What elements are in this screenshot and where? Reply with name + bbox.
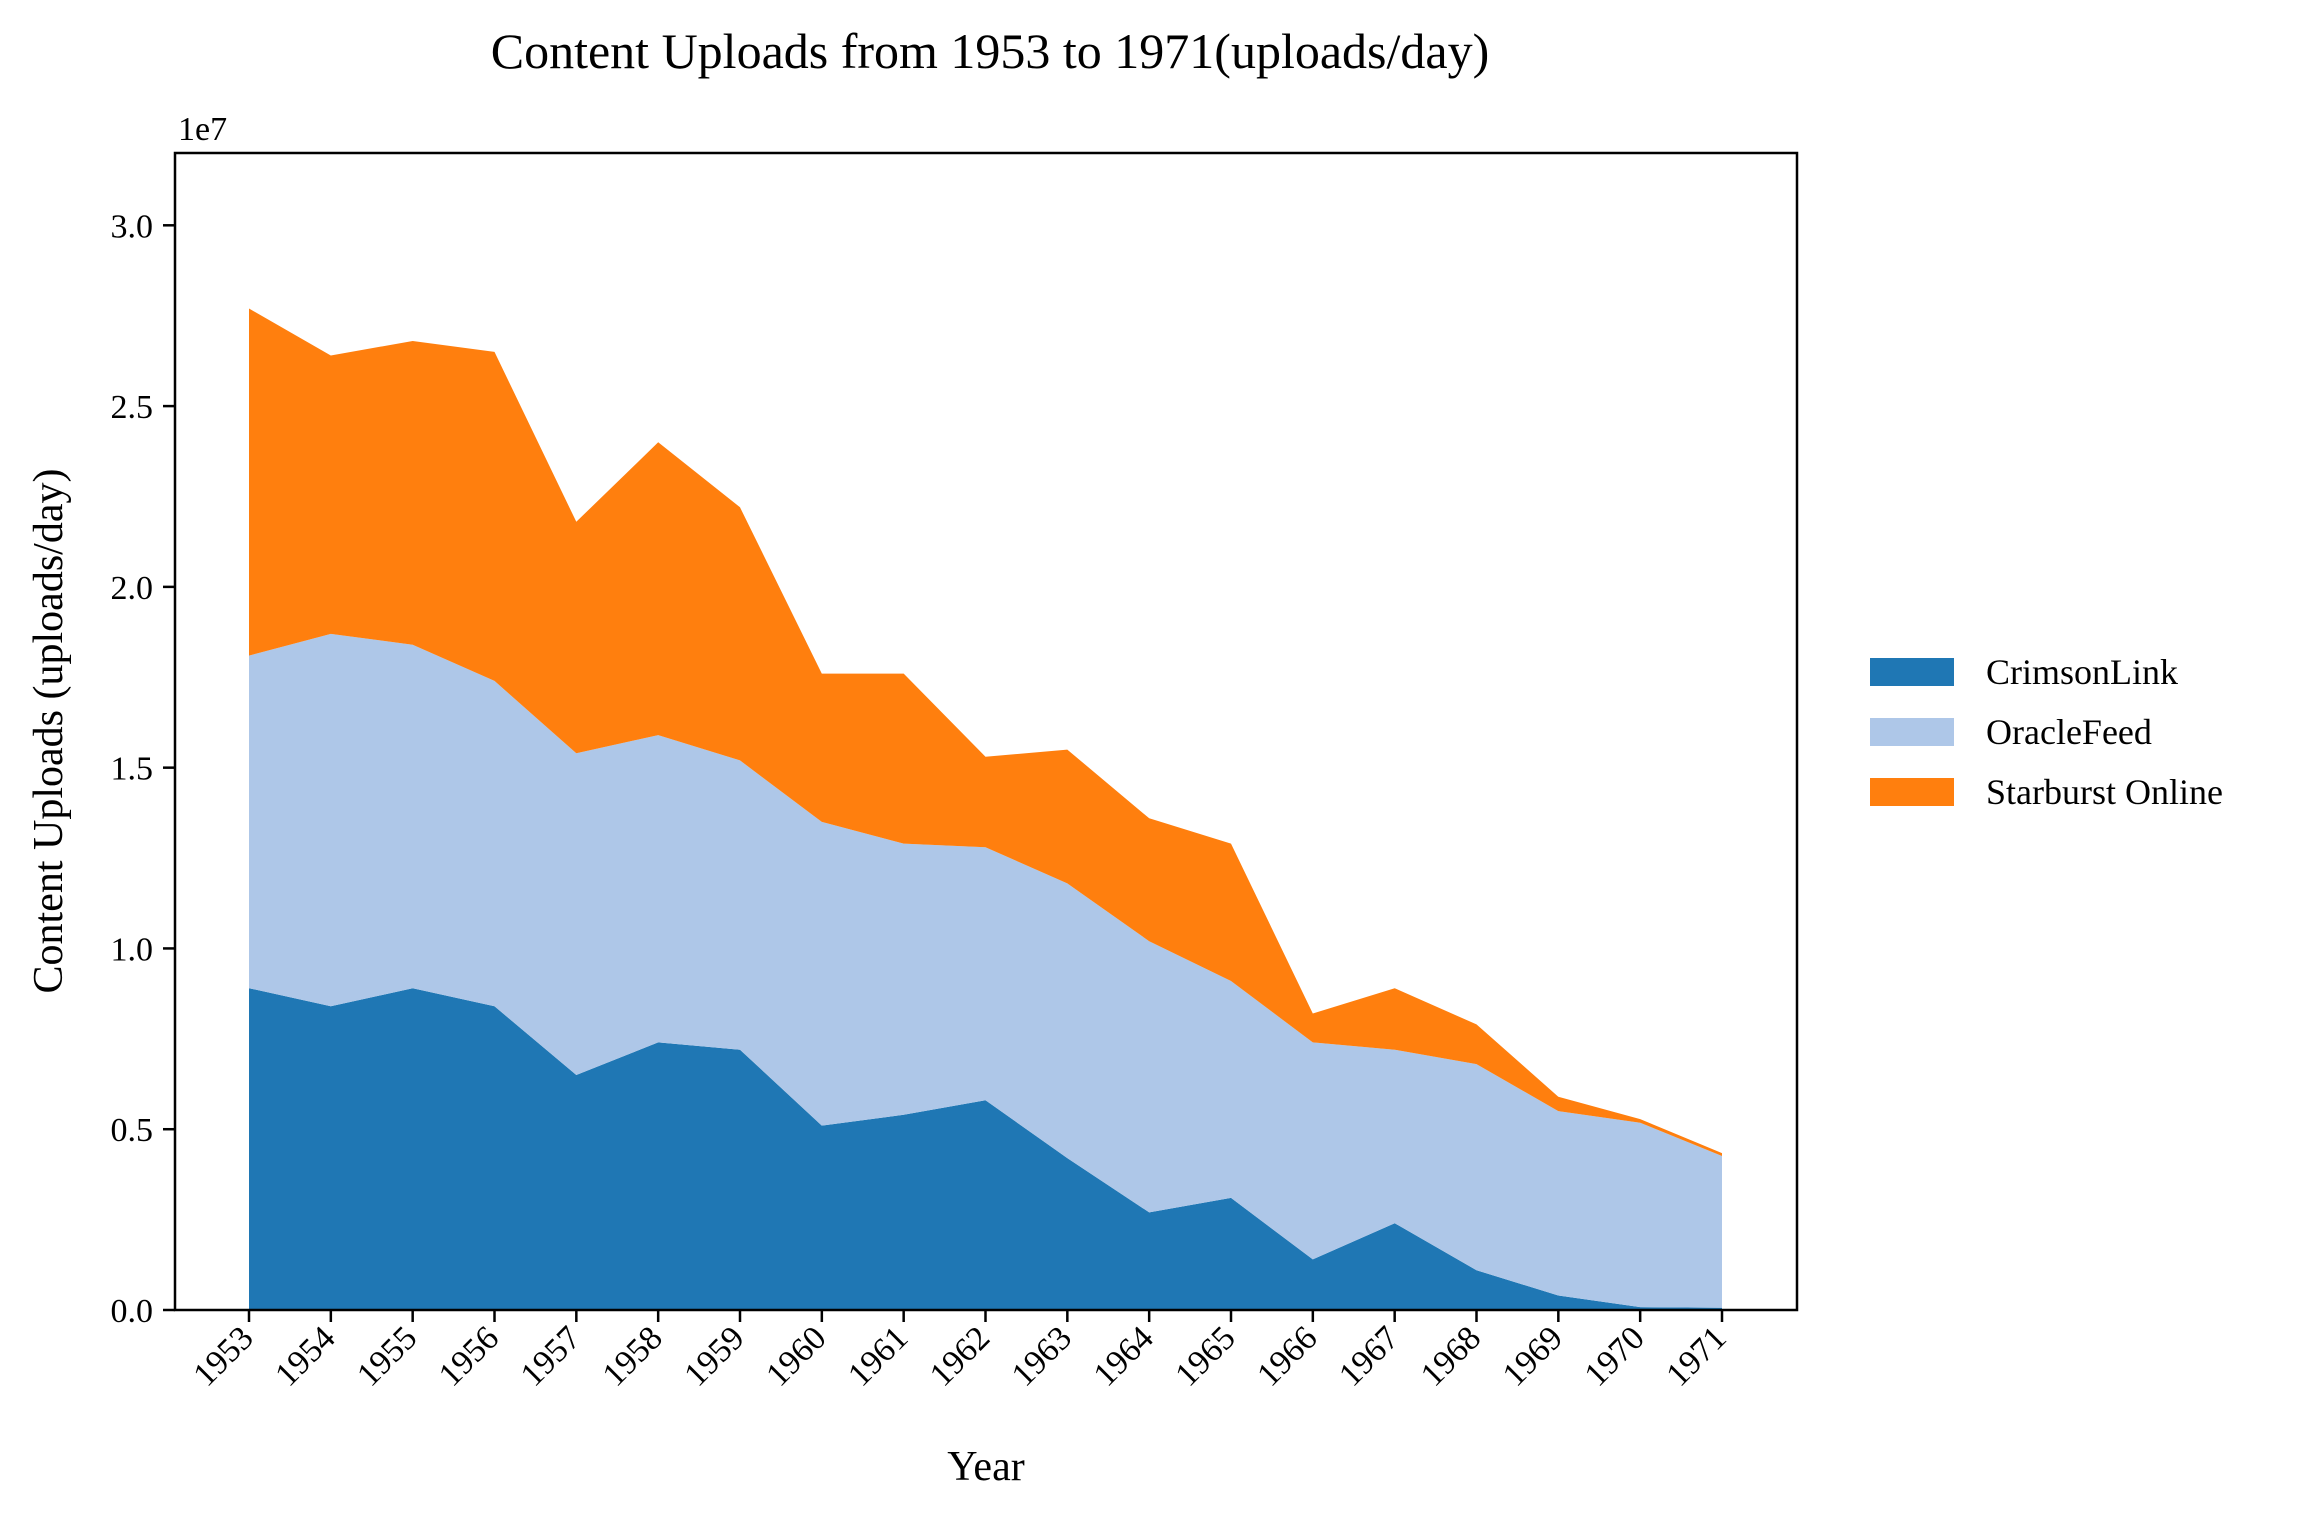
x-tick-label: 1959 [677, 1319, 751, 1393]
x-tick-label: 1967 [1332, 1319, 1406, 1393]
x-tick-label: 1962 [923, 1319, 997, 1393]
legend-label-oraclefeed: OracleFeed [1986, 712, 2152, 752]
x-tick-label: 1955 [350, 1319, 424, 1393]
y-tick-label: 0.0 [111, 1293, 154, 1330]
x-axis: 1953 1954 1955 1956 1957 1958 1959 1960 1961 1962… [186, 1310, 1734, 1394]
chart-title: Content Uploads from 1953 to 1971(upload… [491, 23, 1490, 79]
x-tick-label: 1956 [432, 1319, 506, 1393]
x-tick-label: 1971 [1659, 1319, 1733, 1393]
area-series-starburst-online [249, 308, 1722, 1156]
legend-label-crimsonlink: CrimsonLink [1986, 652, 2178, 692]
x-tick-label: 1963 [1005, 1319, 1079, 1393]
legend-label-starburst-online: Starburst Online [1986, 772, 2223, 812]
x-tick-label: 1958 [596, 1319, 670, 1393]
legend-swatch-starburst-online [1870, 778, 1954, 806]
x-tick-label: 1960 [759, 1319, 833, 1393]
x-axis-label: Year [947, 1444, 1024, 1490]
y-tick-label: 2.5 [111, 389, 154, 426]
x-tick-label: 1970 [1578, 1319, 1652, 1393]
legend: CrimsonLink OracleFeed Starburst Online [1870, 652, 2223, 812]
area-series-crimsonlink [249, 988, 1722, 1310]
x-tick-label: 1966 [1250, 1319, 1324, 1393]
area-series-oraclefeed [249, 633, 1722, 1308]
y-axis-label: Content Uploads (uploads/day) [26, 469, 72, 994]
x-tick-label: 1964 [1087, 1319, 1161, 1393]
x-tick-label: 1961 [841, 1319, 915, 1393]
area-layer [249, 308, 1722, 1310]
y-tick-label: 3.0 [111, 208, 154, 245]
legend-swatch-oraclefeed [1870, 718, 1954, 746]
y-axis: 0.0 0.5 1.0 1.5 2.0 2.5 3.0 [111, 208, 175, 1330]
y-tick-label: 1.5 [111, 751, 154, 788]
x-tick-label: 1969 [1496, 1319, 1570, 1393]
legend-swatch-crimsonlink [1870, 658, 1954, 686]
x-tick-label: 1953 [186, 1319, 260, 1393]
x-tick-label: 1968 [1414, 1319, 1488, 1393]
x-tick-label: 1965 [1168, 1319, 1242, 1393]
x-tick-label: 1954 [268, 1319, 342, 1393]
y-offset-label: 1e7 [178, 111, 227, 148]
y-tick-label: 1.0 [111, 931, 154, 968]
y-tick-label: 0.5 [111, 1112, 154, 1149]
x-tick-label: 1957 [514, 1319, 588, 1393]
y-tick-label: 2.0 [111, 570, 154, 607]
